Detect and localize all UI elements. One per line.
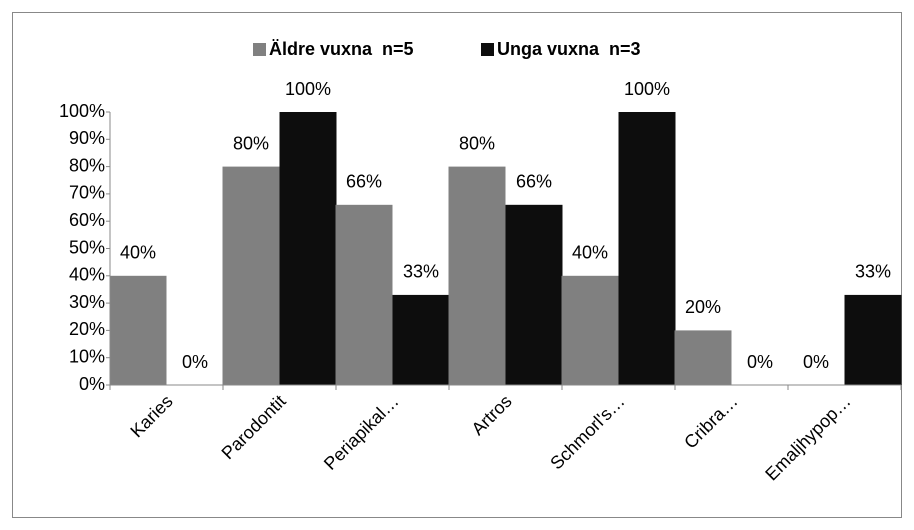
value-label: 0% [182, 352, 208, 372]
value-label: 33% [403, 262, 439, 282]
value-label: 66% [346, 172, 382, 192]
value-label: 0% [747, 352, 773, 372]
y-tick-label: 60% [69, 210, 105, 230]
value-label: 0% [803, 352, 829, 372]
value-label: 33% [855, 262, 891, 282]
value-label: 80% [459, 133, 495, 153]
value-label: 40% [120, 243, 156, 263]
legend-label: Äldre vuxna n=5 [269, 39, 414, 59]
value-label: 20% [685, 297, 721, 317]
value-label: 100% [285, 79, 331, 99]
legend-label: Unga vuxna n=3 [497, 39, 641, 59]
legend-swatch [481, 43, 494, 56]
bar [844, 294, 902, 385]
bar [618, 112, 676, 385]
value-label: 100% [624, 79, 670, 99]
y-tick-label: 80% [69, 155, 105, 175]
bar [109, 275, 167, 385]
y-tick-label: 10% [69, 346, 105, 366]
bar [448, 166, 506, 385]
bar [335, 204, 393, 385]
bar [674, 330, 732, 385]
bar [222, 166, 280, 385]
legend-swatch [253, 43, 266, 56]
bar [392, 294, 450, 385]
value-label: 80% [233, 133, 269, 153]
y-tick-label: 20% [69, 319, 105, 339]
y-tick-label: 70% [69, 183, 105, 203]
bar [505, 204, 563, 385]
y-tick-label: 40% [69, 265, 105, 285]
bar [279, 112, 337, 385]
y-tick-label: 100% [59, 101, 105, 121]
y-tick-label: 50% [69, 237, 105, 257]
value-label: 40% [572, 243, 608, 263]
y-tick-label: 30% [69, 292, 105, 312]
y-tick-label: 90% [69, 128, 105, 148]
bar [561, 275, 619, 385]
y-tick-label: 0% [79, 374, 105, 394]
value-label: 66% [516, 172, 552, 192]
